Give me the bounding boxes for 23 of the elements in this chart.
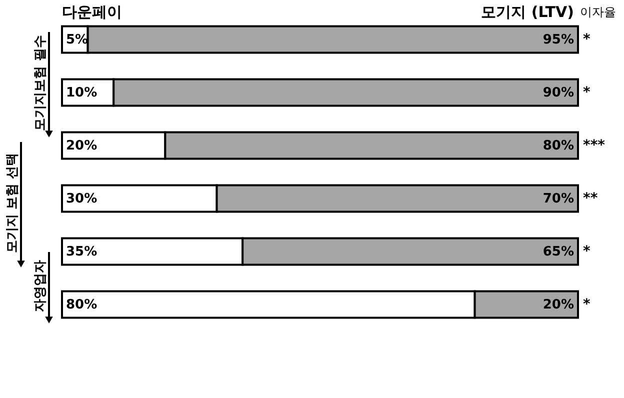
text: * xyxy=(583,31,591,48)
text: * xyxy=(583,84,591,100)
data-label: 30% xyxy=(66,192,98,206)
data-label: 95% xyxy=(542,32,574,48)
text: 자영업자 xyxy=(33,260,48,312)
text: *** xyxy=(583,138,606,154)
text: * xyxy=(583,296,591,313)
text: 모기지 보험 선택 xyxy=(5,152,20,254)
data-label: 10% xyxy=(66,85,98,100)
text: * xyxy=(583,244,591,260)
text: 이자율 xyxy=(580,5,616,19)
data-label: 20% xyxy=(66,138,98,154)
text: ** xyxy=(583,190,598,206)
text: 모기지보험 필수 xyxy=(33,35,48,131)
data-label: 35% xyxy=(66,244,98,260)
data-label: 90% xyxy=(542,85,574,100)
series-label: 모기지 (LTV) xyxy=(481,3,574,21)
data-label: 80% xyxy=(66,298,98,313)
data-label: 65% xyxy=(542,244,574,260)
data-label: 70% xyxy=(542,192,574,206)
data-label: 20% xyxy=(542,298,574,313)
data-label: 80% xyxy=(542,138,574,154)
series-label: 다운페이 xyxy=(62,3,122,21)
